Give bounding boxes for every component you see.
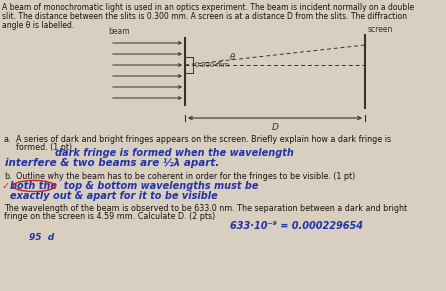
Text: formed. (1 pt): formed. (1 pt) <box>16 143 72 152</box>
Text: 0.300 mm: 0.300 mm <box>195 62 229 68</box>
Text: interfere & two beams are ½λ apart.: interfere & two beams are ½λ apart. <box>5 158 219 168</box>
Text: fringe on the screen is 4.59 mm. Calculate D. (2 pts): fringe on the screen is 4.59 mm. Calcula… <box>4 212 215 221</box>
Text: angle θ is labelled.: angle θ is labelled. <box>2 21 74 30</box>
Text: A series of dark and bright fringes appears on the screen. Briefly explain how a: A series of dark and bright fringes appe… <box>16 135 391 144</box>
Text: beam: beam <box>108 27 130 36</box>
Text: slit. The distance between the slits is 0.300 mm. A screen is at a distance D fr: slit. The distance between the slits is … <box>2 12 407 21</box>
Text: b.: b. <box>4 172 12 181</box>
Text: θ: θ <box>230 54 235 63</box>
Text: 633·10⁻⁹ = 0.000229654: 633·10⁻⁹ = 0.000229654 <box>230 221 363 231</box>
Text: A beam of monochromatic light is used in an optics experiment. The beam is incid: A beam of monochromatic light is used in… <box>2 3 414 12</box>
Text: Outline why the beam has to be coherent in order for the fringes to be visible. : Outline why the beam has to be coherent … <box>16 172 355 181</box>
Text: The wavelength of the beam is observed to be 633.0 nm. The separation between a : The wavelength of the beam is observed t… <box>4 204 407 213</box>
Text: dark fringe is formed when the wavelength: dark fringe is formed when the wavelengt… <box>55 148 294 158</box>
Text: screen: screen <box>368 25 393 34</box>
Text: both the  top & bottom wavelengths must be: both the top & bottom wavelengths must b… <box>10 181 259 191</box>
Text: exactly out & apart for it to be visible: exactly out & apart for it to be visible <box>10 191 218 201</box>
Text: 95  d: 95 d <box>4 233 54 242</box>
Text: ✓: ✓ <box>2 181 10 191</box>
Text: a.: a. <box>4 135 12 144</box>
Text: D: D <box>272 123 278 132</box>
